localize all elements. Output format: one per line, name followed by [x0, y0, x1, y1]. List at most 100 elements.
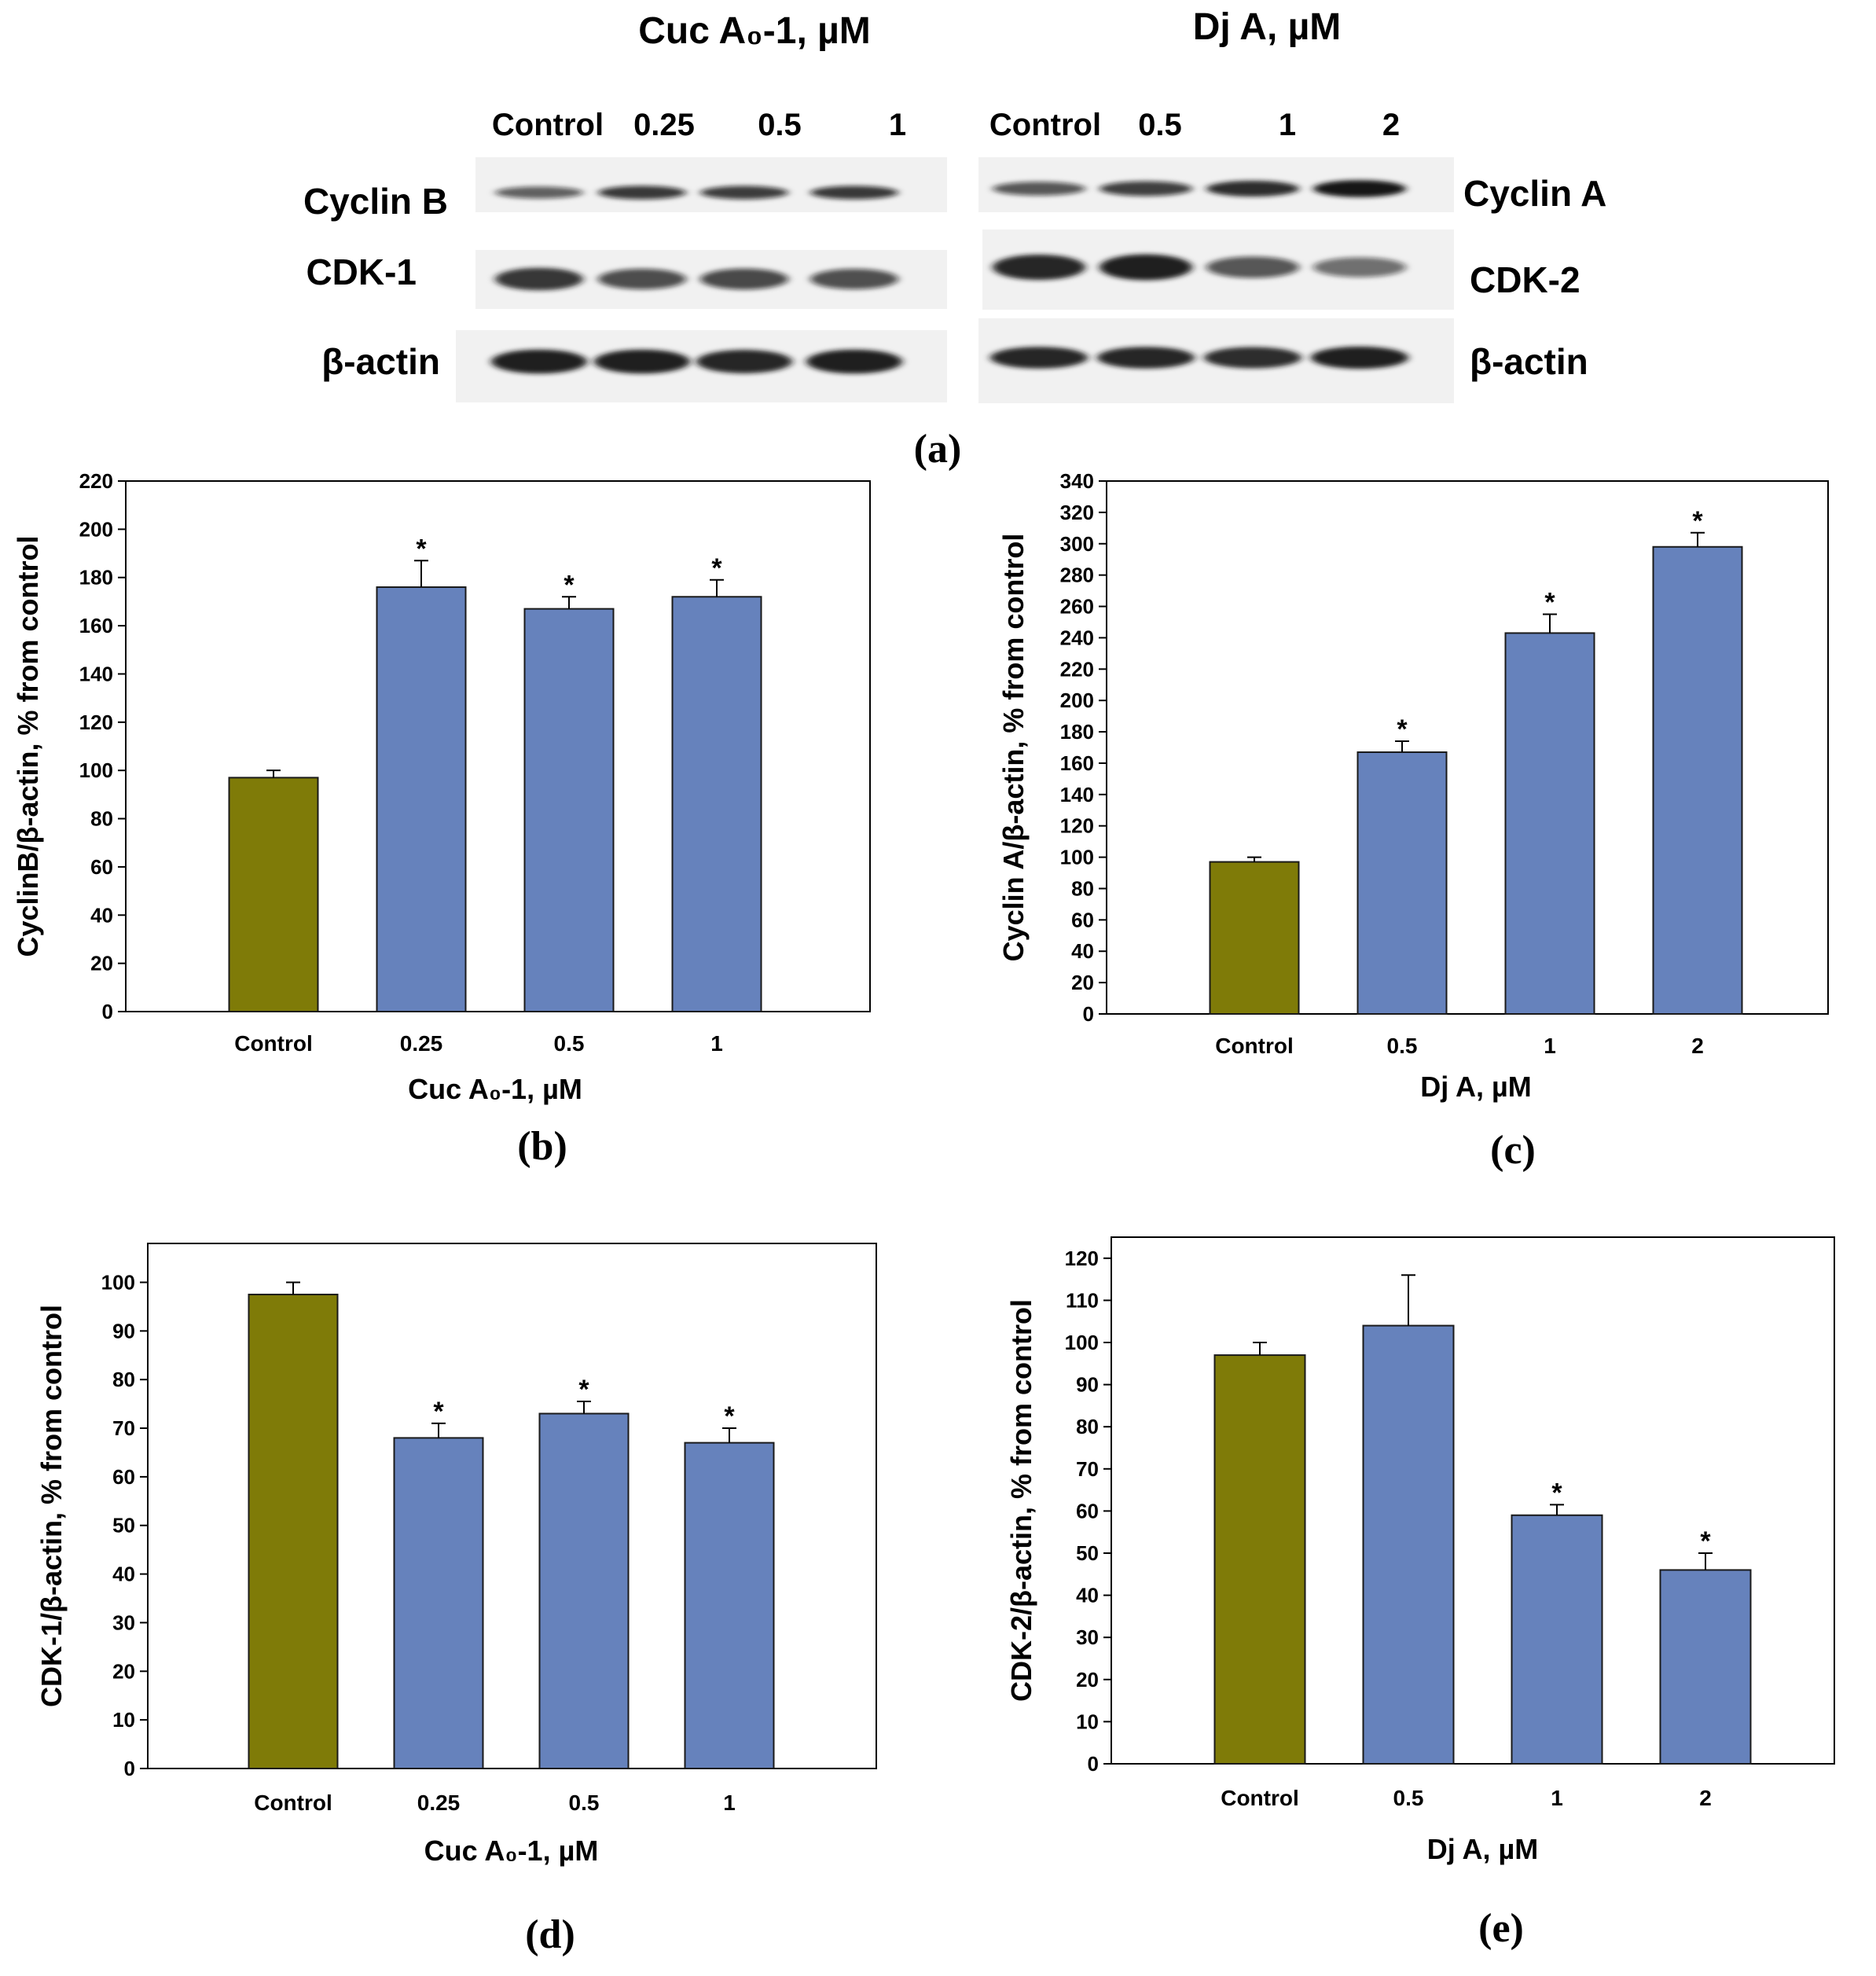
blot-header-cuc: Cuc A₀-1, µM: [638, 10, 871, 52]
blot-labels: Control 0.25 0.5 1 Control 0.5 1 2 Cycli…: [303, 108, 1606, 382]
bar: [1209, 861, 1300, 1015]
y-tick-label: 80: [1076, 1415, 1099, 1438]
y-tick-label: 50: [112, 1514, 135, 1537]
y-tick-label: 100: [101, 1270, 135, 1294]
panel-label: (b): [517, 1124, 567, 1169]
blot-images: [456, 157, 1454, 403]
significance-marker: *: [1397, 714, 1408, 744]
y-tick-label: 80: [1071, 876, 1094, 900]
y-tick-label: 100: [1060, 846, 1094, 869]
x-axis-label: Dj A, µM: [1420, 1071, 1531, 1103]
significance-marker: *: [724, 1401, 735, 1431]
blot-band: [696, 350, 792, 373]
y-tick-label: 60: [1071, 908, 1094, 931]
bar: [248, 1293, 339, 1769]
category-label: 0.25: [400, 1031, 443, 1056]
y-axis-label: CDK-2/β-actin, % from control: [1005, 1299, 1037, 1702]
y-tick-label: 120: [1060, 814, 1094, 838]
blot-band: [993, 254, 1085, 281]
row-label-cdk2: CDK-2: [1470, 259, 1580, 300]
y-tick-label: 100: [1065, 1331, 1099, 1354]
plot-frame: [1111, 1236, 1835, 1765]
blot-band: [1311, 346, 1408, 369]
blot-band: [700, 185, 788, 200]
category-label: 0.5: [1387, 1034, 1418, 1058]
blot-band: [598, 268, 686, 290]
y-tick-label: 240: [1060, 626, 1094, 649]
bar: [228, 777, 319, 1012]
lane-label: 2: [1382, 108, 1400, 142]
blot-band: [495, 186, 583, 199]
significance-marker: *: [578, 1375, 589, 1405]
y-tick-label: 0: [124, 1757, 135, 1780]
y-axis-label: CDK-1/β-actin, % from control: [35, 1305, 68, 1707]
y-tick-label: 60: [1076, 1499, 1099, 1522]
category-label: 2: [1699, 1786, 1712, 1810]
western-blot-panel: Cuc A₀-1, µM Dj A, µM Control 0.25 0.5 1…: [303, 6, 1606, 472]
bar: [1213, 1354, 1306, 1765]
blot-band: [594, 349, 690, 374]
y-tick-label: 200: [1060, 689, 1094, 712]
lane-label: Control: [492, 108, 604, 142]
y-tick-label: 200: [79, 517, 113, 541]
blot-band: [1313, 180, 1406, 197]
lane-label: 0.5: [758, 108, 802, 142]
significance-marker: *: [1692, 506, 1703, 536]
blot-band: [810, 269, 898, 289]
lane-label: 1: [889, 108, 906, 142]
significance-marker: *: [433, 1397, 444, 1427]
y-tick-label: 20: [1076, 1668, 1099, 1691]
plot-frame: [1106, 480, 1829, 1015]
chart-cyclin-b: 0 20 40 60 80 100 120 140 160 180 200 220 Control * 0.…: [12, 469, 871, 1169]
y-tick-label: 140: [1060, 783, 1094, 806]
blot-band: [598, 185, 686, 200]
y-tick-label: 340: [1060, 469, 1094, 493]
plot-frame: [147, 1243, 877, 1769]
chart-cyclin-a: 0 20 40 60 80 100 120 140 160 180 200 220 240 260 280 3…: [997, 469, 1829, 1173]
significance-marker: *: [416, 534, 427, 564]
y-tick-label: 0: [102, 1000, 113, 1023]
y-tick-label: 180: [79, 566, 113, 589]
blot-band: [990, 347, 1088, 369]
blot-band: [491, 349, 587, 374]
row-label-actin-left: β-actin: [321, 341, 440, 382]
y-tick-label: 40: [90, 903, 113, 927]
panel-label: (d): [525, 1912, 575, 1957]
x-axis-label: Cuc A₀-1, µM: [424, 1835, 599, 1867]
panel-label: (c): [1490, 1128, 1536, 1173]
category-label: 0.5: [1393, 1786, 1424, 1810]
y-tick-label: 90: [112, 1319, 135, 1342]
panel-label: (e): [1478, 1906, 1524, 1951]
chart-cdk2: 0 10 20 30 40 50 60 70 80 90 100 110 120 Control 0.5 * 1…: [1005, 1236, 1835, 1951]
bar: [1362, 1324, 1455, 1765]
row-label-cdk1: CDK-1: [306, 252, 417, 292]
blot-band: [1204, 347, 1301, 369]
y-tick-label: 20: [1071, 971, 1094, 994]
row-label-cyclin-a: Cyclin A: [1463, 173, 1606, 214]
blot-band: [1206, 180, 1299, 197]
significance-marker: *: [711, 553, 722, 583]
chart-cdk1: 0 10 20 30 40 50 60 70 80 90 100 Control * 0.25 * 0.5 * 1…: [35, 1243, 877, 1957]
bar: [1504, 632, 1595, 1015]
plot-frame: [125, 480, 871, 1012]
category-label: 1: [1544, 1034, 1556, 1058]
blot-band: [1313, 257, 1406, 277]
category-label: 1: [1551, 1786, 1563, 1810]
y-tick-label: 70: [112, 1416, 135, 1440]
category-label: 0.5: [554, 1031, 585, 1056]
bar: [684, 1442, 775, 1770]
bar: [1357, 751, 1448, 1015]
y-tick-label: 40: [1071, 939, 1094, 963]
bar: [671, 596, 762, 1012]
bar: [1659, 1569, 1752, 1765]
bar: [393, 1437, 484, 1769]
significance-marker: *: [1700, 1526, 1711, 1556]
panel-label-a: (a): [914, 427, 962, 472]
y-tick-label: 320: [1060, 501, 1094, 524]
bar: [1652, 545, 1743, 1015]
y-tick-label: 0: [1088, 1752, 1099, 1776]
y-tick-label: 300: [1060, 532, 1094, 556]
y-tick-label: 30: [1076, 1625, 1099, 1649]
blot-header-dja: Dj A, µM: [1193, 6, 1342, 48]
